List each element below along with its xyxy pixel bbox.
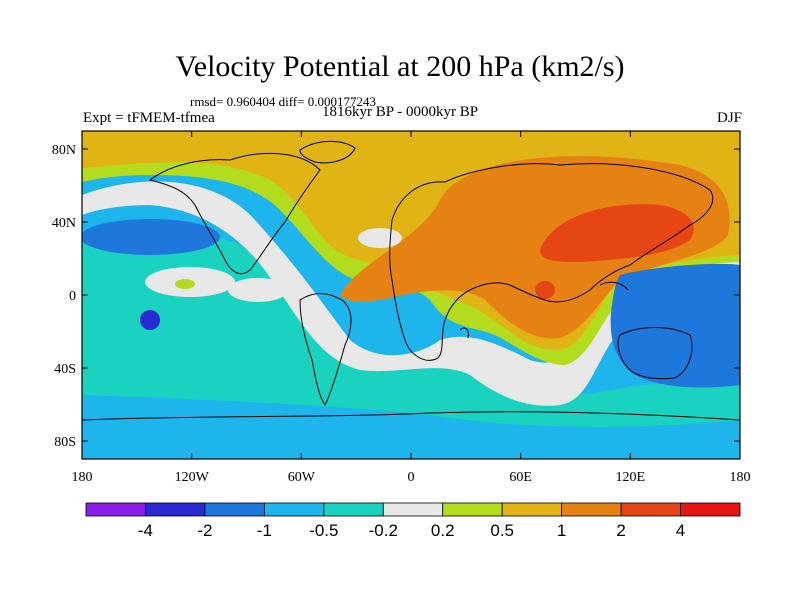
rmsd-text: rmsd= 0.960404 diff= 0.000177243 <box>190 94 376 109</box>
colorbar-label: 0.2 <box>431 521 455 540</box>
colorbar-label: 4 <box>676 521 685 540</box>
x-tick-label: 60E <box>509 470 532 485</box>
colorbar-label: 0.5 <box>490 521 514 540</box>
colorbar-swatch <box>382 502 444 517</box>
coastlines <box>82 141 740 421</box>
colorbar-label: -1 <box>257 521 272 540</box>
colorbar-swatch <box>680 502 741 517</box>
colorbar-label: -0.2 <box>369 521 398 540</box>
colorbar-swatch <box>204 502 265 517</box>
colorbar-swatch <box>263 502 325 517</box>
field-white-pacific-right <box>228 278 288 302</box>
colorbar-label: 2 <box>616 521 625 540</box>
field-blue-north-pacific <box>82 219 220 255</box>
x-tick-label: 180 <box>730 470 751 485</box>
y-tick-label: 40S <box>54 362 76 377</box>
x-tick-label: 120E <box>616 470 646 485</box>
field-red-orange-india <box>535 281 555 299</box>
colorbar-label: -2 <box>197 521 212 540</box>
field-orange <box>340 156 730 339</box>
colorbar-swatch <box>442 502 503 517</box>
field-lime-pacific-core <box>175 279 195 289</box>
colorbar-label: -4 <box>138 521 153 540</box>
field-white-band <box>82 181 740 406</box>
colorbar-label: 1 <box>557 521 566 540</box>
period-label: 1816kyr BP - 0000kyr BP <box>322 104 479 120</box>
x-axis: 180 120W 60W 0 60E 120E 180 <box>72 131 751 485</box>
colorbar-swatch <box>501 502 563 517</box>
colorbar-swatch <box>323 502 384 517</box>
colorbar-swatch <box>620 502 681 517</box>
field-white-atlantic <box>358 228 402 248</box>
x-tick-label: 60W <box>288 470 316 485</box>
colorbar-label: -0.5 <box>309 521 338 540</box>
y-tick-label: 80S <box>54 435 76 450</box>
colorbar-swatch <box>561 502 622 517</box>
x-tick-label: 120W <box>175 470 210 485</box>
x-tick-label: 180 <box>72 470 93 485</box>
colorbar-swatch <box>85 502 146 517</box>
map-title: Velocity Potential at 200 hPa (km2/s) <box>175 50 625 83</box>
velocity-potential-field <box>82 131 740 459</box>
colorbar-swatch <box>145 502 206 517</box>
y-tick-label: 80N <box>52 143 76 158</box>
y-tick-label: 40N <box>52 216 76 231</box>
field-blue-australia <box>610 263 740 388</box>
field-dark-blue-south-pacific <box>140 310 160 330</box>
y-tick-label: 0 <box>69 289 76 304</box>
x-tick-label: 0 <box>408 470 415 485</box>
colorbar: -4 -2 -1 -0.5 -0.2 0.2 0.5 1 2 4 <box>85 502 741 540</box>
field-teal-south <box>82 224 740 427</box>
season-label: DJF <box>716 110 742 126</box>
y-axis: 80N 40N 0 40S 80S <box>52 143 740 450</box>
experiment-label: Expt = tFMEM-tfmea <box>83 110 215 126</box>
